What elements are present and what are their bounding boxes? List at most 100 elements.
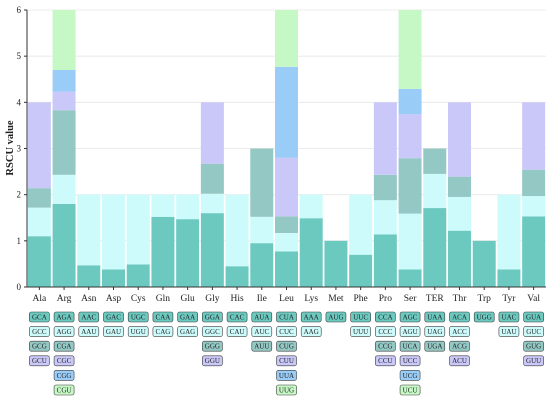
codon-legend: GCA GCC GCG GCU AGA AGG CGA CGC CGG CGU AAC AAU GAC G… bbox=[29, 311, 544, 396]
codon-box-uuu: UUU bbox=[350, 326, 371, 337]
codon-label: CGC bbox=[57, 357, 72, 365]
codon-label: AAC bbox=[81, 313, 96, 321]
bar-segment-asp-gac bbox=[102, 269, 125, 287]
x-axis-category-labels: Ala Arg Asn Asp Cys Gln Glu Gly His Ile Leu Lys Met P… bbox=[32, 287, 540, 304]
codon-label: AGG bbox=[56, 328, 71, 336]
codon-box-cca: CCA bbox=[375, 311, 396, 323]
y-tick-label: 5 bbox=[17, 51, 22, 61]
x-category-label-ala: Ala bbox=[32, 294, 47, 304]
codon-box-acg: ACG bbox=[449, 340, 470, 352]
bar-segment-leu-cua bbox=[275, 251, 298, 287]
codon-box-cuu: CUU bbox=[276, 355, 297, 367]
codon-label: CGG bbox=[57, 372, 72, 380]
codon-label: GGG bbox=[205, 343, 220, 351]
bar-segment-val-gug bbox=[522, 169, 546, 197]
bar-segment-pro-ccu bbox=[373, 102, 397, 175]
codon-box-ugc: UGC bbox=[127, 311, 149, 323]
codon-box-cag: CAG bbox=[152, 326, 174, 337]
x-category-label-gln: Gln bbox=[156, 294, 171, 304]
codon-label: ACC bbox=[452, 328, 467, 336]
codon-box-ucc: UCC bbox=[399, 355, 421, 367]
codon-label: UUG bbox=[279, 386, 294, 394]
bar-segment-tyr-uau bbox=[497, 194, 521, 270]
codon-label: UUU bbox=[353, 328, 368, 336]
codon-box-ggg: GGG bbox=[202, 340, 223, 352]
bar-segment-gly-ggg bbox=[200, 163, 224, 194]
codon-label: GUU bbox=[526, 357, 541, 365]
codon-label: AUU bbox=[254, 343, 269, 351]
x-category-label-lys: Lys bbox=[304, 294, 318, 304]
y-tick-label: 4 bbox=[17, 97, 22, 107]
codon-box-gac: GAC bbox=[103, 311, 124, 323]
codon-box-uaa: UAA bbox=[424, 311, 446, 323]
codon-label: CAG bbox=[156, 328, 171, 336]
codon-label: GGC bbox=[205, 328, 220, 336]
codon-box-ggu: GGU bbox=[202, 355, 223, 367]
codon-label: CUC bbox=[279, 328, 294, 336]
bar-segment-asn-aau bbox=[77, 194, 101, 266]
bar-segment-asn-aac bbox=[77, 265, 101, 287]
codon-box-acu: ACU bbox=[449, 355, 470, 367]
codon-label: GCG bbox=[32, 343, 47, 351]
bar-segment-ser-ucu bbox=[398, 10, 422, 89]
bar-segment-his-cac bbox=[225, 266, 249, 287]
x-category-label-arg: Arg bbox=[57, 294, 72, 304]
codon-box-aca: ACA bbox=[449, 311, 470, 323]
bar-segment-cys-ugc bbox=[126, 264, 150, 287]
bar-segment-ile-aua bbox=[250, 243, 274, 287]
x-category-label-met: Met bbox=[328, 294, 344, 304]
bar-segment-arg-aga bbox=[52, 203, 76, 287]
codon-box-cau: CAU bbox=[226, 326, 248, 337]
codon-box-agu: AGU bbox=[399, 326, 421, 337]
y-tick-label: 0 bbox=[17, 282, 22, 292]
bar-segment-lys-aag bbox=[299, 194, 323, 219]
x-category-label-phe: Phe bbox=[354, 294, 368, 304]
codon-box-uac: UAC bbox=[498, 311, 520, 323]
codon-box-ggc: GGC bbox=[202, 326, 223, 337]
y-tick-label: 2 bbox=[17, 190, 22, 200]
codon-label: AAA bbox=[304, 313, 319, 321]
bar-segment-pro-cca bbox=[373, 234, 397, 287]
codon-label: GGU bbox=[205, 357, 220, 365]
codon-box-cga: CGA bbox=[53, 340, 75, 352]
codon-label: CCA bbox=[378, 313, 392, 321]
codon-box-gug: GUG bbox=[523, 340, 544, 352]
codon-box-ucu: UCU bbox=[399, 384, 421, 396]
codon-label: GUG bbox=[526, 343, 541, 351]
codon-box-gcu: GCU bbox=[29, 355, 50, 367]
bar-segment-pro-ccg bbox=[373, 174, 397, 201]
codon-box-aac: AAC bbox=[78, 311, 100, 323]
bar-segment-ala-gcc bbox=[27, 207, 51, 237]
codon-box-gag: GAG bbox=[177, 326, 198, 337]
x-category-label-ile: Ile bbox=[257, 294, 267, 304]
codon-label: CUG bbox=[279, 343, 294, 351]
codon-label: AAU bbox=[81, 328, 96, 336]
bar-segment-val-gua bbox=[522, 216, 546, 287]
codon-label: UCG bbox=[403, 372, 418, 380]
codon-box-aau: AAU bbox=[78, 326, 100, 337]
codon-box-gcg: GCG bbox=[29, 340, 50, 352]
codon-label: UUC bbox=[353, 313, 368, 321]
bar-segment-gln-cag bbox=[151, 194, 175, 217]
bar-segment-ile-auu bbox=[250, 148, 274, 217]
codon-label: AAG bbox=[304, 328, 319, 336]
bar-segment-ser-uca bbox=[398, 158, 422, 214]
codon-box-gcc: GCC bbox=[29, 326, 50, 337]
codon-box-aua: AUA bbox=[251, 311, 273, 323]
codon-box-cua: CUA bbox=[276, 311, 297, 323]
bar-segment-thr-acu bbox=[448, 102, 471, 177]
bar-segment-leu-uua bbox=[275, 66, 298, 158]
bar-segment-leu-uug bbox=[275, 10, 298, 67]
x-category-label-asp: Asp bbox=[106, 294, 122, 304]
codon-label: CUA bbox=[279, 313, 294, 321]
bar-segment-gly-ggc bbox=[200, 193, 224, 214]
codon-box-gga: GGA bbox=[202, 311, 223, 323]
codon-label: GAA bbox=[180, 313, 195, 321]
codon-box-aag: AAG bbox=[300, 326, 322, 337]
bars bbox=[27, 10, 546, 287]
bar-segment-cys-ugu bbox=[126, 194, 150, 265]
codon-box-guc: GUC bbox=[523, 326, 544, 337]
codon-box-gaa: GAA bbox=[177, 311, 198, 323]
codon-box-gua: GUA bbox=[523, 311, 544, 323]
y-tick-label: 6 bbox=[17, 5, 22, 15]
